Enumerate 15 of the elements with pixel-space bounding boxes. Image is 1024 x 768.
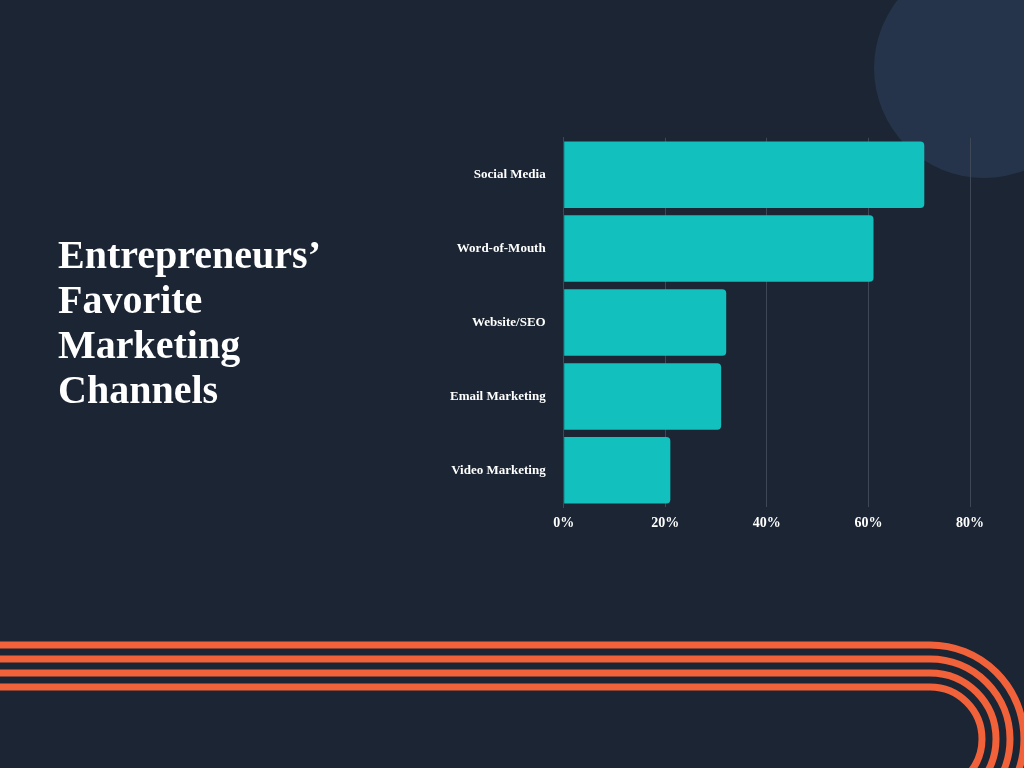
y-tick-label: Word-of-Mouth bbox=[456, 239, 547, 255]
y-tick-label: Email Marketing bbox=[450, 387, 547, 403]
y-tick-label: Social Media bbox=[473, 166, 547, 182]
bar bbox=[564, 289, 727, 356]
bar bbox=[564, 437, 671, 504]
bar bbox=[564, 363, 722, 430]
x-tick-label: 80% bbox=[956, 515, 984, 531]
text: Entrepreneurs’ Favorite Marketing Channels bbox=[58, 232, 319, 412]
bar bbox=[564, 215, 874, 282]
y-tick-label: Video Marketing bbox=[451, 461, 547, 477]
x-tick-label: 60% bbox=[854, 515, 883, 531]
x-tick-label: 20% bbox=[651, 515, 680, 531]
x-tick-label: 0% bbox=[553, 515, 575, 531]
y-tick-label: Website/SEO bbox=[472, 313, 546, 329]
x-tick-label: 40% bbox=[752, 515, 781, 531]
